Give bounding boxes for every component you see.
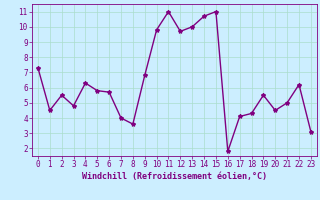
X-axis label: Windchill (Refroidissement éolien,°C): Windchill (Refroidissement éolien,°C)	[82, 172, 267, 181]
